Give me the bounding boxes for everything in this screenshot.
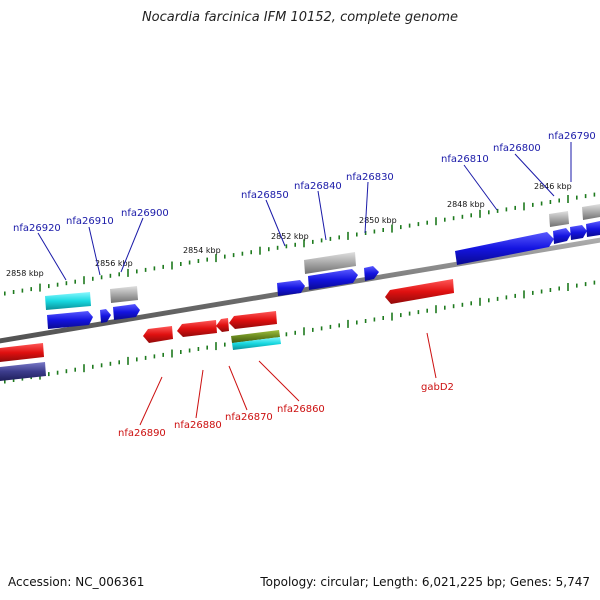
gene-feature[interactable]: [177, 320, 217, 337]
gene-feature[interactable]: [229, 311, 277, 329]
gene-label[interactable]: nfa26800: [493, 143, 541, 154]
gene-feature[interactable]: [570, 225, 587, 240]
forward-label-leaders: [37, 142, 572, 281]
kbp-label: 2856 kbp: [95, 259, 133, 268]
gene-label[interactable]: nfa26860: [277, 404, 325, 415]
gene-feature[interactable]: [113, 304, 140, 320]
gene-label[interactable]: nfa26810: [441, 154, 489, 165]
gene-feature[interactable]: [553, 228, 571, 244]
gene-label[interactable]: nfa26840: [294, 181, 342, 192]
reverse-strand-outer: [0, 330, 281, 381]
gene-feature[interactable]: [143, 326, 173, 343]
gene-feature[interactable]: [582, 204, 600, 220]
gene-feature[interactable]: [231, 330, 280, 343]
gene-label[interactable]: nfa26910: [66, 216, 114, 227]
gene-feature[interactable]: [277, 280, 305, 296]
gene-label[interactable]: nfa26890: [118, 428, 166, 439]
gene-feature[interactable]: [0, 343, 44, 362]
gene-label[interactable]: nfa26920: [13, 223, 61, 234]
genome-summary: Topology: circular; Length: 6,021,225 bp…: [260, 575, 590, 589]
gene-feature[interactable]: [549, 211, 569, 227]
lower-tick-row: [4, 280, 596, 384]
gene-feature[interactable]: [216, 318, 229, 332]
gene-feature[interactable]: [586, 221, 600, 237]
reverse-label-leaders: [139, 332, 437, 426]
reverse-strand-inner: [0, 279, 454, 362]
gene-label[interactable]: nfa26830: [346, 172, 394, 183]
gene-feature[interactable]: [47, 311, 93, 329]
gene-feature[interactable]: [385, 279, 454, 304]
gene-feature[interactable]: [232, 337, 281, 350]
gene-feature[interactable]: [0, 362, 46, 381]
forward-strand-inner: [47, 221, 600, 329]
gene-feature[interactable]: [100, 309, 111, 323]
kbp-label: 2848 kbp: [447, 200, 485, 209]
gene-label[interactable]: nfa26880: [174, 420, 222, 431]
gene-feature[interactable]: [110, 286, 138, 303]
gene-label[interactable]: gabD2: [421, 382, 454, 393]
accession-label: Accession: NC_006361: [8, 575, 145, 589]
gene-label[interactable]: nfa26900: [121, 208, 169, 219]
kbp-label: 2850 kbp: [359, 216, 397, 225]
gene-label[interactable]: nfa26870: [225, 412, 273, 423]
gene-label[interactable]: nfa26790: [548, 131, 596, 142]
gene-feature[interactable]: [455, 232, 554, 265]
kbp-label: 2852 kbp: [271, 232, 309, 241]
gene-label[interactable]: nfa26850: [241, 190, 289, 201]
kbp-label: 2854 kbp: [183, 246, 221, 255]
upper-tick-row: [4, 192, 596, 296]
gene-feature[interactable]: [304, 252, 356, 274]
kbp-label: 2858 kbp: [6, 269, 44, 278]
forward-strand-outer: [45, 204, 600, 310]
kbp-label: 2846 kbp: [534, 182, 572, 191]
map-title: Nocardia farcinica IFM 10152, complete g…: [141, 10, 459, 25]
gene-feature[interactable]: [364, 266, 379, 281]
gene-feature[interactable]: [308, 269, 358, 290]
gene-feature[interactable]: [45, 292, 91, 310]
